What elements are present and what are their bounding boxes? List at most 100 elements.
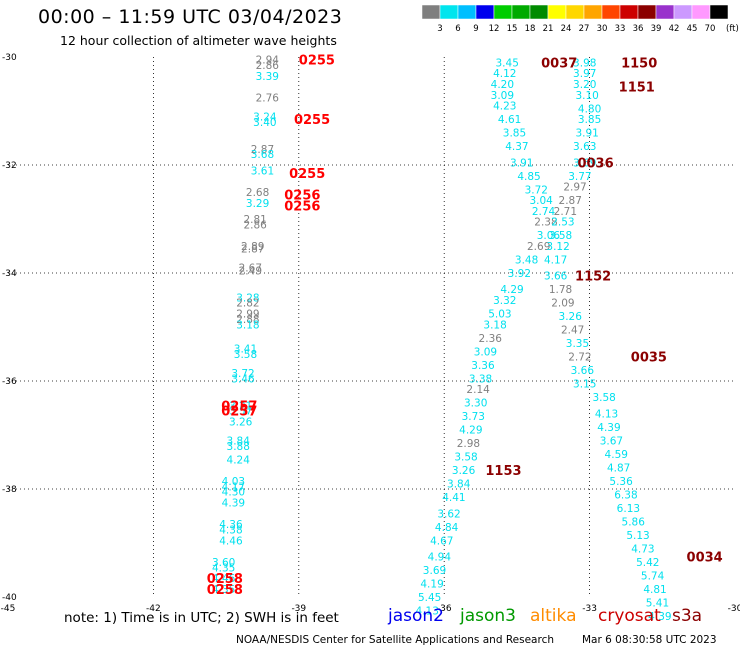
wave-height-value: 3.69 xyxy=(573,157,596,169)
wave-height-value: 3.41 xyxy=(234,344,257,356)
color-scale-label: 42 xyxy=(669,24,680,33)
wave-height-value: 2.89 xyxy=(241,241,264,253)
wave-height-value: 4.81 xyxy=(643,584,666,596)
wave-height-value: 2.98 xyxy=(457,438,480,450)
pass-time-label: 0036 xyxy=(577,156,613,171)
wave-height-value: 3.15 xyxy=(573,379,596,391)
wave-height-value: 4.46 xyxy=(212,573,236,585)
wave-height-value: 3.58 xyxy=(234,349,257,361)
wave-height-value: 3.46 xyxy=(231,373,255,385)
color-scale-label: 3 xyxy=(437,24,442,33)
color-scale-label: 36 xyxy=(633,24,644,33)
wave-height-value: 4.39 xyxy=(222,498,245,510)
wave-height-value: 3.68 xyxy=(251,149,274,161)
wave-height-value: 3.04 xyxy=(529,195,553,207)
wave-height-value: 3.40 xyxy=(253,117,276,129)
color-scale-label: 24 xyxy=(561,24,572,33)
page-title: 00:00 – 11:59 UTC 03/04/2023 xyxy=(38,6,343,28)
wave-height-value: 5.45 xyxy=(418,592,441,604)
wave-height-value: 3.97 xyxy=(573,68,596,80)
wave-height-value: 3.32 xyxy=(493,295,516,307)
wave-height-value: 4.03 xyxy=(222,476,245,488)
wave-height-value: 4.37 xyxy=(505,141,528,153)
wave-height-value: 4.13 xyxy=(595,408,618,420)
x-tick-label: -30 xyxy=(728,604,740,614)
legend-jason3: jason3 xyxy=(460,606,516,626)
wave-height-value: 2.99 xyxy=(236,309,259,321)
color-scale-label: 27 xyxy=(579,24,590,33)
wave-height-value: 4.35 xyxy=(212,562,235,574)
wave-height-value: 3.48 xyxy=(515,255,538,267)
color-scale-label: 70 xyxy=(705,24,716,33)
wave-height-value: 4.80 xyxy=(578,103,601,115)
wave-height-value: 2.38 xyxy=(534,217,557,229)
wave-height-value: 2.68 xyxy=(246,187,269,199)
wave-height-value: 2.36 xyxy=(479,333,503,345)
wave-height-value: 5.42 xyxy=(636,557,659,569)
page-subtitle: 12 hour collection of altimeter wave hei… xyxy=(60,33,337,48)
wave-height-value: 3.36 xyxy=(471,360,495,372)
wave-height-value: 3.12 xyxy=(546,241,569,253)
wave-height-value: 3.72 xyxy=(525,184,548,196)
y-tick-label: -36 xyxy=(2,377,17,387)
wave-height-value: 3.62 xyxy=(437,508,460,520)
color-scale-label: 9 xyxy=(473,24,478,33)
wave-height-value: 4.17 xyxy=(544,255,567,267)
wave-height-value: 3.24 xyxy=(253,111,277,123)
wave-height-value: 3.18 xyxy=(236,319,259,331)
pass-time-label: 1150 xyxy=(621,56,657,71)
y-tick-label: -30 xyxy=(2,53,17,63)
wave-height-value: 3.58 xyxy=(592,392,615,404)
wave-height-value: 3.06 xyxy=(537,230,561,242)
y-tick-label: -38 xyxy=(2,485,17,495)
wave-height-value: 3.26 xyxy=(452,465,476,477)
wave-height-value: 6.38 xyxy=(614,489,637,501)
wave-height-value: 4.13 xyxy=(416,606,439,618)
pass-time-label: 0258 xyxy=(207,583,243,598)
footnote: note: 1) Time is in UTC; 2) SWH is in fe… xyxy=(64,610,339,626)
pass-time-label: 0256 xyxy=(284,200,320,215)
color-scale-label: 6 xyxy=(455,24,460,33)
wave-height-value: 4.30 xyxy=(222,487,245,499)
wave-height-value: 2.86 xyxy=(243,219,267,231)
color-scale-unit: (ft) xyxy=(726,24,739,33)
wave-height-value: 3.61 xyxy=(251,165,274,177)
pass-time-label: 0037 xyxy=(541,56,577,71)
wave-height-value: 2.47 xyxy=(561,325,584,337)
wave-height-value: 2.72 xyxy=(568,352,591,364)
wave-height-value: 4.20 xyxy=(491,79,514,91)
wave-height-value: 4.29 xyxy=(459,425,482,437)
wave-height-value: 2.53 xyxy=(551,217,574,229)
wave-height-value: 1.78 xyxy=(549,284,572,296)
wave-height-value: 2.97 xyxy=(563,182,586,194)
wave-height-value: 4.19 xyxy=(420,579,443,591)
wave-height-value: 4.35 xyxy=(212,584,235,596)
wave-height-value: 2.86 xyxy=(256,60,280,72)
x-tick-label: -36 xyxy=(437,604,452,614)
wave-height-value: 3.92 xyxy=(508,268,531,280)
pass-time-label: 0255 xyxy=(294,113,330,128)
wave-height-value: 2.82 xyxy=(236,298,259,310)
wave-height-value: 5.13 xyxy=(626,530,649,542)
wave-height-value: 4.23 xyxy=(493,101,516,113)
wave-height-value: 3.09 xyxy=(491,90,514,102)
pass-time-label: 0258 xyxy=(207,572,243,587)
pass-time-label: 0257 xyxy=(221,399,257,414)
pass-time-label: 0256 xyxy=(284,189,320,204)
wave-height-value: 3.84 xyxy=(227,435,251,447)
wave-height-value: 3.66 xyxy=(571,365,595,377)
legend-cryosat: cryosat xyxy=(598,606,661,626)
color-scale-label: 21 xyxy=(543,24,554,33)
wave-height-value: 4.12 xyxy=(493,68,516,80)
wave-height-value: 3.60 xyxy=(212,557,235,569)
x-tick-label: -33 xyxy=(582,604,597,614)
wave-height-value: 2.09 xyxy=(551,298,574,310)
wave-height-value: 4.24 xyxy=(227,454,251,466)
wave-height-value: 3.38 xyxy=(469,373,492,385)
wave-height-value: 2.87 xyxy=(251,144,274,156)
wave-height-value: 2.76 xyxy=(256,93,280,105)
color-scale-label: 30 xyxy=(597,24,608,33)
wave-height-value: 3.77 xyxy=(568,171,591,183)
wave-height-value: 2.81 xyxy=(243,214,266,226)
